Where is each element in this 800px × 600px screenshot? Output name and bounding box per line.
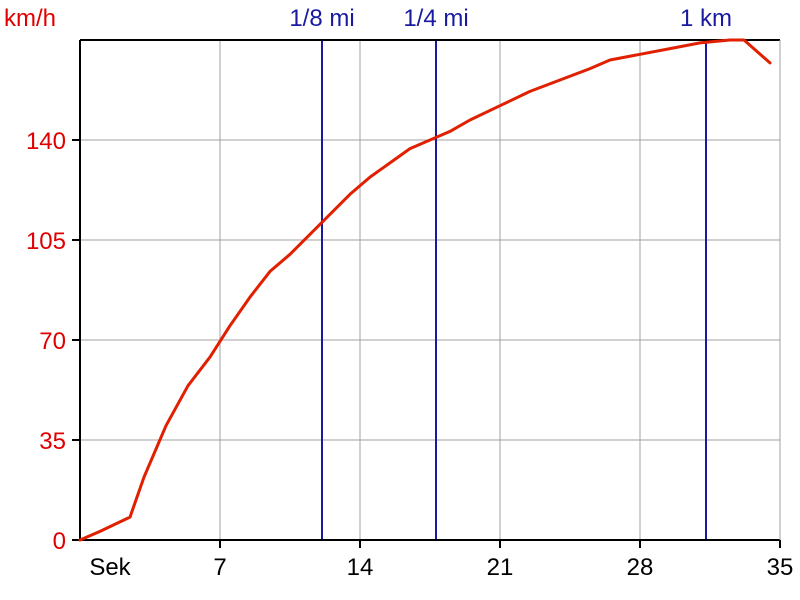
y-tick-label: 0 — [53, 528, 66, 555]
y-unit-label: km/h — [4, 5, 56, 32]
y-tick-label: 105 — [26, 228, 66, 255]
x-tick-label: 28 — [627, 554, 654, 581]
distance-marker-label: 1 km — [680, 5, 732, 32]
x-tick-label: 7 — [213, 554, 226, 581]
distance-marker-label: 1/8 mi — [289, 5, 354, 32]
x-tick-label: 14 — [347, 554, 374, 581]
distance-markers — [321, 40, 707, 540]
y-tick-label: 140 — [26, 128, 66, 155]
distance-marker-label: 1/4 mi — [403, 5, 468, 32]
x-unit-label: Sek — [89, 554, 131, 581]
grid-lines — [80, 40, 780, 540]
series-layer — [78, 38, 772, 542]
y-tick-label: 35 — [39, 428, 66, 455]
x-tick-label: 35 — [767, 554, 794, 581]
y-tick-label: 70 — [39, 328, 66, 355]
axis-labels: 1/8 mi 1/4 mi 1 km 7 14 21 28 35 Sek 0 35 70 105 140 k… — [4, 5, 793, 581]
axes — [72, 39, 781, 548]
x-tick-label: 21 — [487, 554, 514, 581]
speed-curve — [78, 38, 772, 542]
